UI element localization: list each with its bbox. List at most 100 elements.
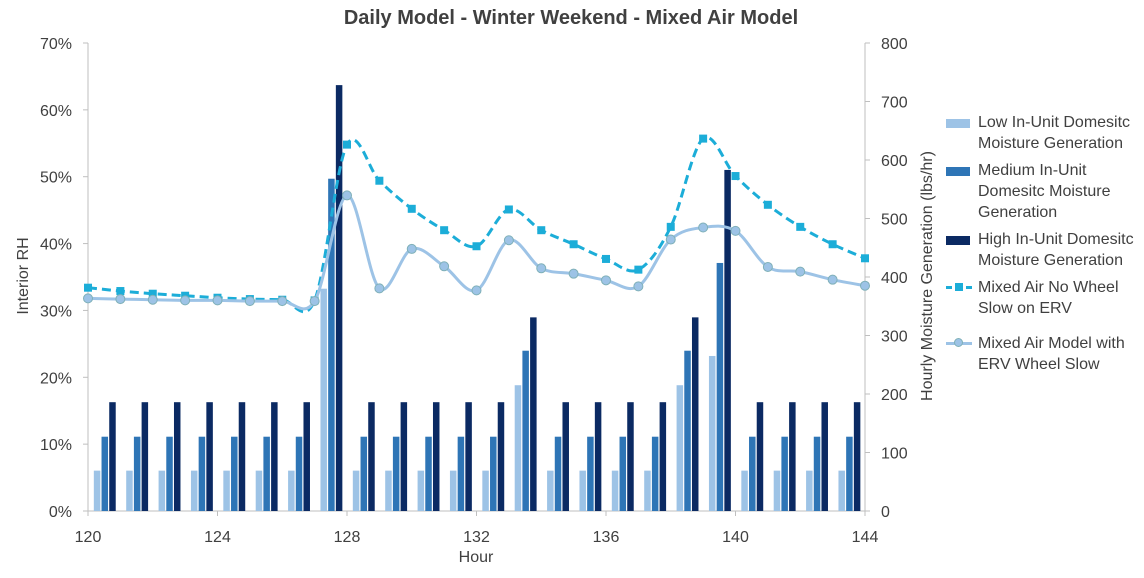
bar-medium bbox=[651, 436, 659, 511]
bar-medium bbox=[619, 436, 627, 511]
x-tick-label: 124 bbox=[204, 529, 231, 546]
legend-label-no-wheel: Mixed Air No Wheel Slow on ERV bbox=[978, 279, 1119, 317]
y-left-tick-label: 70% bbox=[40, 36, 72, 53]
legend-label-high: High In-Unit Domesitc Moisture Generatio… bbox=[978, 231, 1134, 269]
marker-no-wheel bbox=[796, 222, 805, 231]
bar-low bbox=[449, 470, 457, 511]
x-tick-label: 132 bbox=[463, 529, 490, 546]
bar-high bbox=[724, 169, 731, 511]
bar-medium bbox=[554, 436, 562, 511]
bar-medium bbox=[846, 436, 853, 511]
legend-label-low: Low In-Unit Domesitc Moisture Generation bbox=[978, 114, 1131, 152]
bar-medium bbox=[360, 436, 368, 511]
bar-high bbox=[789, 402, 796, 511]
bar-medium bbox=[813, 436, 821, 511]
bar-high bbox=[238, 402, 246, 511]
bar-low bbox=[190, 470, 198, 511]
bar-high bbox=[432, 402, 440, 511]
legend-swatch-medium bbox=[946, 167, 970, 176]
marker-erv-wheel bbox=[374, 283, 385, 294]
legend-swatch-low bbox=[946, 119, 970, 128]
y-right-tick-label: 500 bbox=[881, 212, 908, 229]
bar-high bbox=[335, 85, 343, 512]
bar-high bbox=[497, 402, 505, 511]
bar-low bbox=[352, 470, 360, 511]
axes: 0% 10% 20% 30% 40% 50% 60% 70% 0 100 200 300 400 500 6… bbox=[40, 36, 908, 546]
bar-low bbox=[838, 470, 845, 511]
bar-medium bbox=[781, 436, 788, 511]
marker-no-wheel bbox=[699, 134, 708, 143]
marker-erv-wheel bbox=[795, 266, 806, 277]
marker-no-wheel bbox=[861, 254, 869, 263]
bar-high bbox=[659, 402, 667, 511]
legend-swatch-high bbox=[946, 236, 970, 245]
y-left-tick-label: 20% bbox=[40, 370, 72, 387]
marker-erv-wheel bbox=[536, 263, 547, 274]
y-left-axis-label: Interior RH bbox=[15, 237, 32, 314]
y-right-tick-label: 800 bbox=[881, 36, 908, 53]
marker-erv-wheel bbox=[471, 285, 482, 296]
bar-medium bbox=[295, 436, 303, 511]
legend-item-low: Low In-Unit Domesitc Moisture Generation bbox=[946, 112, 1142, 154]
bar-low bbox=[126, 470, 133, 511]
bar-high bbox=[853, 402, 861, 511]
bar-low bbox=[611, 470, 619, 511]
marker-erv-wheel bbox=[212, 295, 223, 306]
bar-high bbox=[530, 317, 537, 511]
y-right-tick-label: 200 bbox=[881, 387, 908, 404]
marker-no-wheel bbox=[472, 242, 481, 251]
bar-high bbox=[627, 402, 634, 511]
bar-low bbox=[806, 470, 813, 511]
bar-low bbox=[255, 470, 263, 511]
marker-no-wheel bbox=[763, 200, 772, 209]
x-tick-label: 144 bbox=[852, 529, 879, 546]
legend-label-medium: Medium In-Unit Domesitc Moisture Generat… bbox=[978, 162, 1111, 221]
y-right-tick-label: 100 bbox=[881, 446, 908, 463]
bar-medium bbox=[522, 350, 529, 511]
marker-no-wheel bbox=[84, 283, 92, 292]
bar-high bbox=[173, 402, 181, 511]
bar-low bbox=[514, 385, 522, 511]
marker-no-wheel bbox=[343, 140, 351, 149]
marker-erv-wheel bbox=[342, 190, 352, 201]
bar-high bbox=[594, 402, 602, 511]
bar-low bbox=[482, 470, 489, 511]
bar-high bbox=[368, 402, 375, 511]
marker-no-wheel bbox=[537, 226, 546, 235]
bar-low bbox=[288, 470, 295, 511]
bar-medium bbox=[684, 350, 691, 511]
marker-no-wheel bbox=[407, 204, 416, 213]
bar-medium bbox=[490, 436, 497, 511]
marker-erv-wheel bbox=[439, 261, 450, 272]
marker-erv-wheel bbox=[503, 235, 514, 246]
marker-erv-wheel bbox=[406, 243, 417, 254]
y-left-tick-label: 10% bbox=[40, 437, 72, 454]
marker-erv-wheel bbox=[698, 222, 709, 233]
marker-erv-wheel bbox=[665, 234, 676, 245]
lines bbox=[83, 134, 870, 314]
bar-low bbox=[676, 385, 684, 511]
y-right-axis-label: Hourly Moisture Generation (lbs/hr) bbox=[919, 151, 936, 401]
bar-low bbox=[320, 288, 327, 511]
marker-erv-wheel bbox=[277, 296, 288, 307]
y-right-tick-label: 0 bbox=[881, 504, 890, 521]
bar-high bbox=[303, 402, 310, 511]
chart-title: Daily Model - Winter Weekend - Mixed Air… bbox=[344, 7, 798, 29]
bar-low bbox=[644, 470, 651, 511]
marker-no-wheel bbox=[666, 222, 675, 231]
marker-no-wheel bbox=[602, 254, 610, 263]
bar-low bbox=[385, 470, 392, 511]
x-tick-label: 136 bbox=[593, 529, 620, 546]
bar-medium bbox=[587, 436, 594, 511]
y-left-tick-label: 30% bbox=[40, 303, 72, 320]
bar-high bbox=[206, 402, 213, 511]
y-left-tick-label: 0% bbox=[49, 504, 72, 521]
marker-no-wheel bbox=[440, 226, 449, 235]
marker-erv-wheel bbox=[827, 274, 838, 285]
bar-low bbox=[741, 470, 748, 511]
bar-medium bbox=[392, 436, 400, 511]
y-right-tick-label: 400 bbox=[881, 270, 908, 287]
marker-erv-wheel bbox=[633, 281, 644, 292]
bar-medium bbox=[166, 436, 173, 511]
marker-no-wheel bbox=[504, 205, 513, 214]
